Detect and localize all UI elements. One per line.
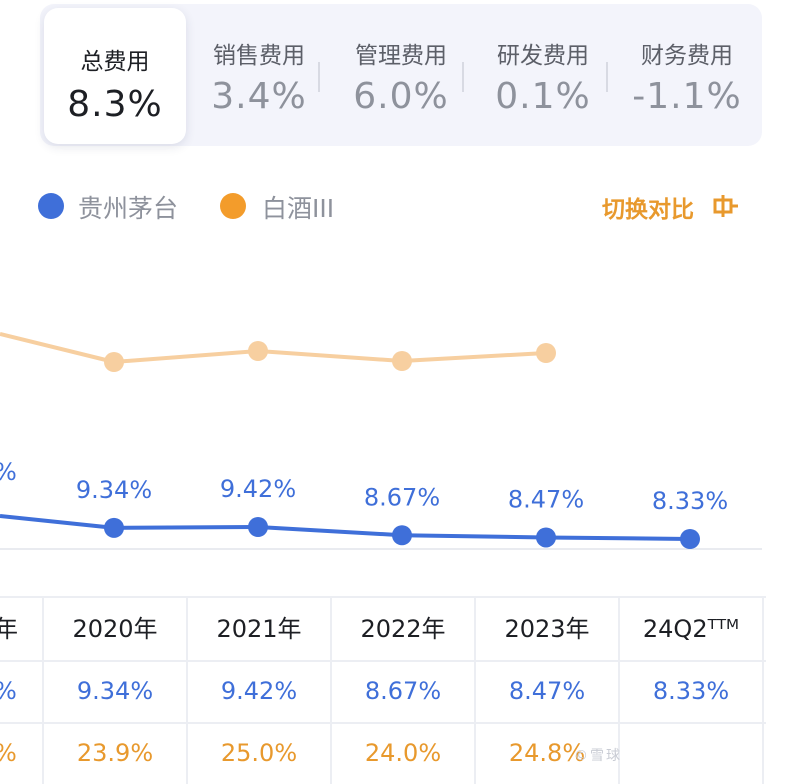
table-line [0,660,766,662]
table-row-baijiu: % 23.9% 25.0% 24.0% 24.8% [0,722,800,784]
baijiu-point[interactable] [104,352,124,372]
table-line [0,722,766,724]
baijiu-series-line [0,332,547,364]
table-divider [186,596,188,784]
table-row-moutai: % 9.34% 9.42% 8.67% 8.47% 8.33% [0,660,800,722]
table-row-years: 年 2020年 2021年 2022年 2023年 24Q2ᵀᵀᴹ [0,598,800,660]
table-cell-year: 24Q2ᵀᵀᴹ [642,615,740,643]
baijiu-series [0,332,556,372]
moutai-data-label: 9.34% [76,476,152,504]
table-cell-baijiu-partial: % [0,722,20,784]
table-divider [42,596,44,784]
tab-divider [318,62,320,92]
watermark: ©雪球 [574,748,622,764]
tab-rd-expense[interactable]: 研发费用 0.1% [472,4,614,146]
moutai-point[interactable] [680,529,700,549]
moutai-point[interactable] [248,517,268,537]
expense-ratio-line-chart: 9.34% 9.42% 8.67% 8.47% 8.33% % [0,332,762,550]
legend-label-moutai[interactable]: 贵州茅台 [78,194,179,223]
legend-dot-baijiu [220,193,246,219]
switch-compare-icon[interactable] [712,193,738,219]
moutai-data-label: 9.42% [220,475,296,503]
tab-value: 0.1% [495,76,591,117]
tab-value: 3.4% [211,76,307,117]
moutai-point[interactable] [536,527,556,548]
moutai-data-label: 8.67% [364,483,440,511]
expense-tab-bar: 总费用 8.3% 销售费用 3.4% 管理费用 6.0% 研发费用 0.1% 财… [40,4,762,146]
moutai-data-label: 8.47% [508,485,584,513]
switch-compare-button[interactable]: 切换对比 [602,197,694,223]
expense-data-table: 年 2020年 2021年 2022年 2023年 24Q2ᵀᵀᴹ % 9.34… [0,596,800,784]
tab-sales-expense[interactable]: 销售费用 3.4% [188,4,330,146]
tab-total-expense[interactable]: 总费用 8.3% [44,8,186,144]
table-cell-moutai: 8.33% [652,677,730,705]
tab-value: -1.1% [632,76,742,117]
table-cell-year: 2021年 [216,615,302,643]
table-cell-moutai: 8.67% [364,677,442,705]
table-cell-year: 2022年 [360,615,446,643]
table-divider [762,596,764,784]
moutai-series: 9.34% 9.42% 8.67% 8.47% 8.33% [0,475,728,549]
tab-value: 6.0% [353,76,449,117]
table-cell-moutai: 8.47% [508,677,586,705]
tab-label: 销售费用 [213,43,305,69]
moutai-point[interactable] [392,525,412,546]
table-cell-baijiu: 25.0% [220,739,298,767]
tab-label: 财务费用 [641,43,733,69]
table-divider [618,596,620,784]
tab-value: 8.3% [67,84,163,125]
tab-label: 研发费用 [497,43,589,69]
table-cell-baijiu: 24.8% [508,739,586,767]
baijiu-point[interactable] [536,343,556,363]
table-cell-moutai-partial: % [0,660,20,722]
table-cell-baijiu: 23.9% [76,739,154,767]
tab-divider [606,62,608,92]
table-cell-baijiu [620,722,762,784]
table-cell-moutai: 9.42% [220,677,298,705]
table-cell-year: 2020年 [72,615,158,643]
table-cell-baijiu: 24.0% [364,739,442,767]
moutai-data-label: 8.33% [652,487,728,515]
table-cell-year: 2023年 [504,615,590,643]
moutai-series-line [0,514,691,541]
tab-label: 总费用 [80,49,150,75]
table-line [0,596,766,598]
baijiu-point[interactable] [248,341,268,361]
table-cell-moutai: 9.34% [76,677,154,705]
table-cell-year-partial: 年 [0,615,18,643]
baijiu-point[interactable] [392,351,412,371]
tab-label: 管理费用 [355,43,447,69]
legend-dot-moutai [38,193,64,219]
table-divider [474,596,476,784]
moutai-point[interactable] [104,517,124,538]
tab-finance-expense[interactable]: 财务费用 -1.1% [616,4,758,146]
legend-label-baijiu[interactable]: 白酒III [262,194,335,223]
table-divider [330,596,332,784]
tab-divider [462,62,464,92]
data-label-prev-partial: % [0,458,17,486]
tab-admin-expense[interactable]: 管理费用 6.0% [330,4,472,146]
